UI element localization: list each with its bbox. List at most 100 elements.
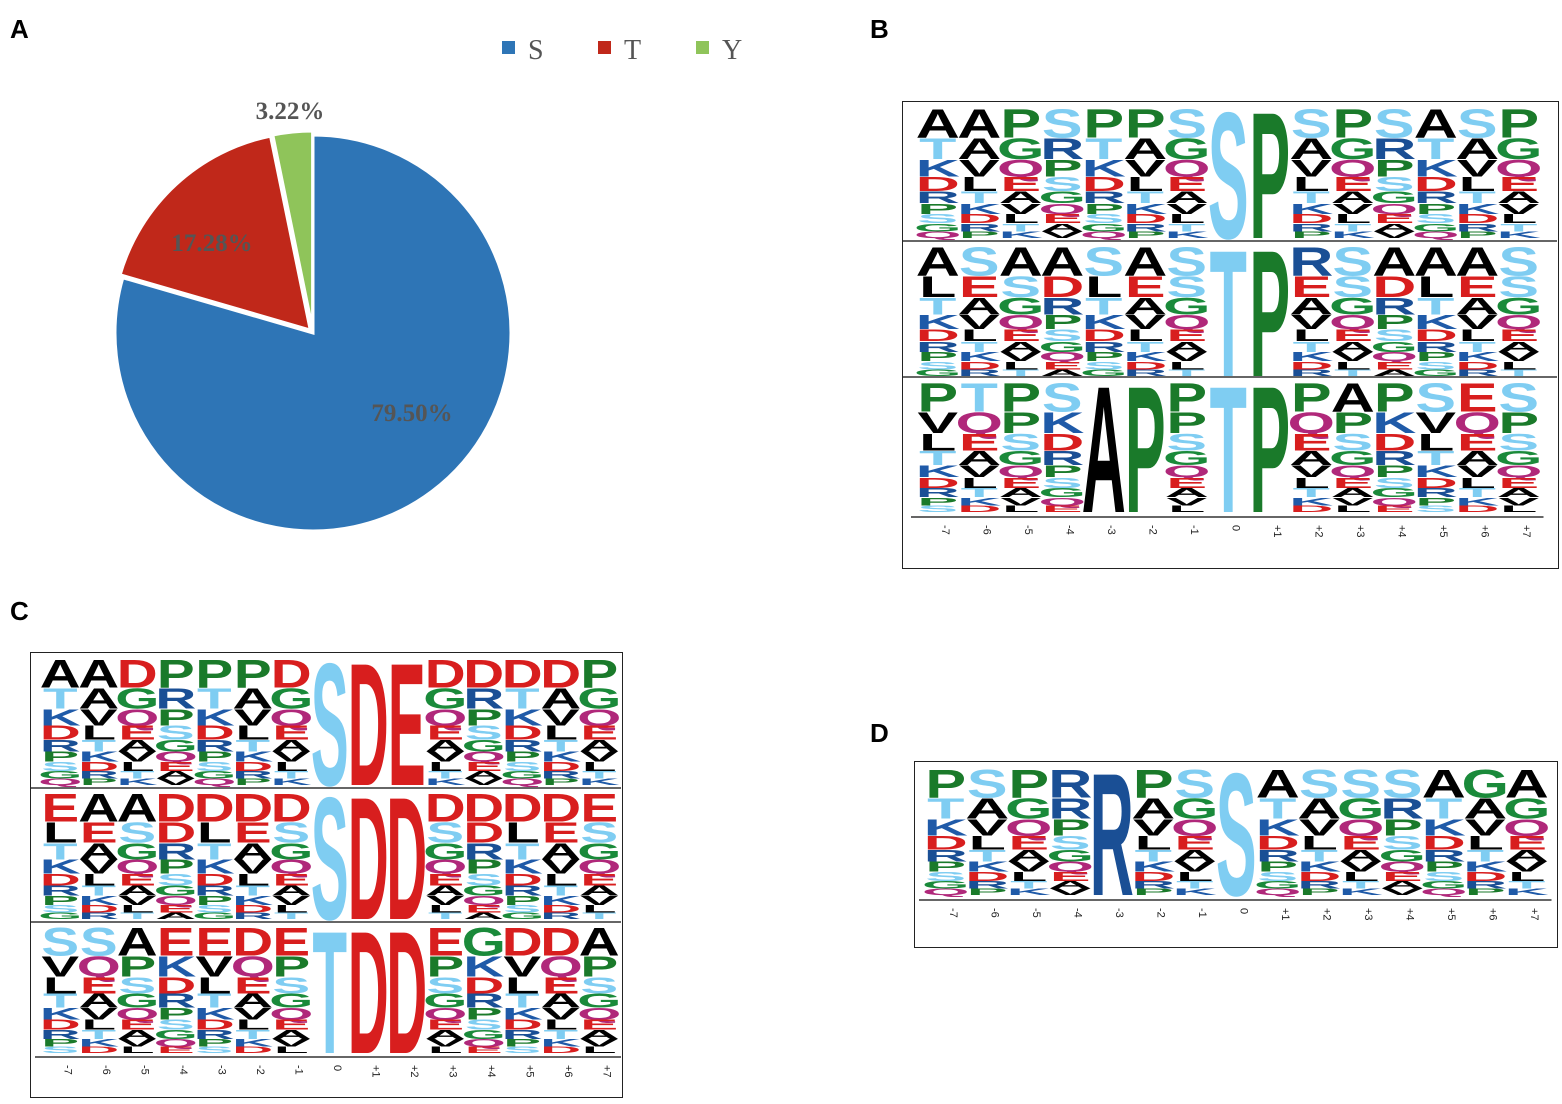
logo-letter-l: L xyxy=(274,1045,309,1055)
logo-letter-t: T xyxy=(1301,847,1338,865)
logo-letter-a: A xyxy=(117,883,158,899)
logo-letter-t: T xyxy=(1259,793,1296,825)
logo-letter-l: L xyxy=(1010,870,1047,884)
logo-letter-g: G xyxy=(154,736,198,754)
logo-letter-a: A xyxy=(425,883,466,899)
logo-letter-s: S xyxy=(1332,239,1373,285)
logo-letter-v: V xyxy=(1415,407,1456,440)
logo-letter-l: L xyxy=(235,1017,270,1033)
logo-letter-v: V xyxy=(1008,859,1049,875)
logo-letter-r: R xyxy=(1048,762,1092,806)
logo-letter-r: R xyxy=(155,682,196,715)
logo-letter-e: E xyxy=(1374,212,1415,226)
logo-letter-q: Q xyxy=(1047,859,1094,875)
logo-letter-g: G xyxy=(997,133,1044,166)
logo-letter-g: G xyxy=(1163,447,1210,470)
logo-position-label: -4 xyxy=(1063,525,1075,535)
logo-letter-e: E xyxy=(542,816,580,849)
logo-letter-g: G xyxy=(154,1027,198,1041)
logo-letter-r: R xyxy=(40,1027,81,1041)
logo-letter-k: K xyxy=(1289,201,1333,217)
logo-letter-g: G xyxy=(922,879,969,891)
logo-letter-a: A xyxy=(579,883,620,899)
logo-letter-l: L xyxy=(1417,428,1454,455)
panel-letter-d: D xyxy=(870,718,889,748)
logo-letter-l: L xyxy=(1002,359,1039,371)
logo-letter-v: V xyxy=(1457,462,1498,481)
logo-letter-l: L xyxy=(197,816,232,849)
logo-position-label: -3 xyxy=(1113,908,1125,918)
logo-letter-q: Q xyxy=(269,1004,313,1022)
logo-letter-t: T xyxy=(235,1027,270,1041)
logo-letter-p: P xyxy=(157,856,195,878)
logo-letter-g: G xyxy=(1412,221,1459,233)
logo-letter-r: R xyxy=(540,911,581,921)
logo-letter-t: T xyxy=(1417,133,1454,166)
logo-letter-k: K xyxy=(463,950,505,983)
logo-letter-v: V xyxy=(580,893,619,907)
logo-letter-e: E xyxy=(1374,359,1415,371)
logo-letter-a: A xyxy=(1331,188,1375,207)
logo-letter-l: L xyxy=(1334,359,1371,371)
panel-letter-c: C xyxy=(10,596,29,626)
logo-position-label: -7 xyxy=(939,525,951,535)
logo-letter-s: S xyxy=(426,816,464,849)
logo-letter-p: P xyxy=(1382,814,1423,840)
logo-letter-e: E xyxy=(580,722,618,744)
logo-letter-a: A xyxy=(1297,793,1341,825)
logo-letter-q: Q xyxy=(154,1037,198,1049)
logo-letter-s: S xyxy=(1257,870,1298,884)
logo-letter-q: Q xyxy=(1171,814,1218,840)
logo-letter-k: K xyxy=(957,495,1002,507)
logo-letter-l: L xyxy=(197,973,232,999)
logo-letter-s: S xyxy=(1374,102,1415,147)
logo-letter-q: Q xyxy=(462,1037,506,1049)
logo-letter-a: A xyxy=(1082,349,1126,551)
logo-letter-k: K xyxy=(1040,407,1084,440)
logo-letter-d: D xyxy=(957,359,1001,371)
logo-letter-s: S xyxy=(1382,832,1423,854)
logo-letter-p: P xyxy=(465,1004,503,1022)
logo-letter-t: T xyxy=(1293,188,1330,207)
logo-position-label: -4 xyxy=(1071,908,1083,918)
logo-letter-e: E xyxy=(80,973,118,999)
logo-letter-p: P xyxy=(1042,462,1083,481)
logo-letter-s: S xyxy=(118,816,156,849)
logo-letter-a: A xyxy=(463,911,504,921)
logo-letter-d: D xyxy=(194,722,235,744)
logo-letter-q: Q xyxy=(577,705,621,731)
logo-letter-e: E xyxy=(1166,326,1207,345)
logo-letter-g: G xyxy=(997,292,1044,319)
logo-letter-a: A xyxy=(1505,762,1549,806)
logo-letter-g: G xyxy=(1420,879,1467,891)
logo-letter-k: K xyxy=(194,1004,235,1022)
logo-letter-t: T xyxy=(1085,133,1122,166)
logo-letter-a: A xyxy=(540,990,581,1012)
logo-letter-s: S xyxy=(1374,475,1415,491)
logo-letter-a: A xyxy=(1372,221,1416,233)
logo-letter-v: V xyxy=(272,893,311,907)
logo-letter-v: V xyxy=(1457,311,1499,334)
logo-letter-l: L xyxy=(120,1045,155,1055)
logo-position-label: 0 xyxy=(1229,525,1241,531)
logo-letter-v: V xyxy=(1125,154,1166,181)
logo-letter-v: V xyxy=(195,950,233,983)
legend-label-y: Y xyxy=(722,35,742,66)
logo-letter-g: G xyxy=(1163,292,1210,319)
logo-letter-k: K xyxy=(425,777,466,787)
logo-letter-l: L xyxy=(1342,870,1379,884)
logo-letter-s: S xyxy=(503,1045,541,1055)
logo-letter-v: V xyxy=(272,749,310,765)
logo-letter-d: D xyxy=(502,653,543,697)
logo-position-label: +6 xyxy=(1478,525,1490,538)
logo-letter-q: Q xyxy=(462,749,506,765)
logo-letter-k: K xyxy=(1414,154,1459,181)
logo-letter-k: K xyxy=(957,201,1001,217)
logo-letter-e: E xyxy=(41,787,79,831)
logo-letter-q: Q xyxy=(77,950,121,983)
logo-letter-e: E xyxy=(1050,870,1091,884)
logo-letter-a: A xyxy=(999,239,1043,285)
logo-letter-g: G xyxy=(1495,133,1542,166)
logo-letter-p: P xyxy=(1000,407,1041,440)
